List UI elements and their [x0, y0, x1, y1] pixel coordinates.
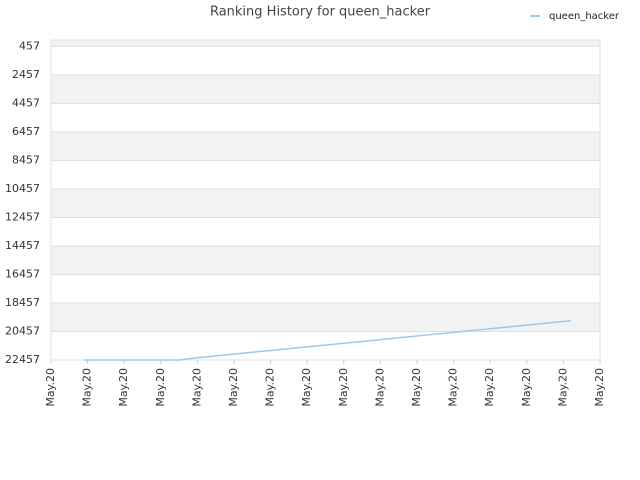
y-tick-label: 16457 — [5, 268, 40, 281]
grid-band — [51, 75, 600, 104]
grid-band — [51, 40, 600, 47]
x-tick-label: May.20 — [227, 368, 240, 407]
y-tick-label: 18457 — [5, 296, 40, 309]
x-tick-label: May.20 — [264, 368, 277, 407]
y-tick-label: 12457 — [5, 211, 40, 224]
legend-label: queen_hacker — [549, 11, 620, 22]
x-tick-label: May.20 — [483, 368, 496, 407]
y-tick-label: 2457 — [12, 68, 40, 81]
grid-band — [51, 246, 600, 275]
x-tick-label: May.20 — [190, 368, 203, 407]
chart-title: Ranking History for queen_hacker — [210, 5, 431, 20]
x-tick-label: May.20 — [556, 368, 569, 407]
x-tick-label: May.20 — [337, 368, 350, 407]
grid-band — [51, 189, 600, 218]
y-tick-label: 22457 — [5, 353, 40, 366]
x-tick-label: May.20 — [81, 368, 94, 407]
x-tick-label: May.20 — [300, 368, 313, 407]
y-tick-label: 4457 — [12, 97, 40, 110]
y-tick-label: 10457 — [5, 182, 40, 195]
x-tick-label: May.20 — [447, 368, 460, 407]
x-tick-label: May.20 — [593, 368, 606, 407]
y-tick-label: 8457 — [12, 154, 40, 167]
grid-band — [51, 303, 600, 332]
y-tick-label: 6457 — [12, 125, 40, 138]
x-tick-label: May.20 — [410, 368, 423, 407]
plot-frame — [50, 39, 601, 361]
series-line — [83, 319, 571, 361]
y-tick-label: 20457 — [5, 325, 40, 338]
x-tick-label: May.20 — [117, 368, 130, 407]
grid-band — [51, 132, 600, 161]
x-tick-label: May.20 — [44, 368, 57, 407]
x-tick-label: May.20 — [373, 368, 386, 407]
y-tick-label: 14457 — [5, 239, 40, 252]
y-tick-label: 457 — [19, 40, 40, 53]
x-tick-label: May.20 — [520, 368, 533, 407]
x-tick-label: May.20 — [154, 368, 167, 407]
